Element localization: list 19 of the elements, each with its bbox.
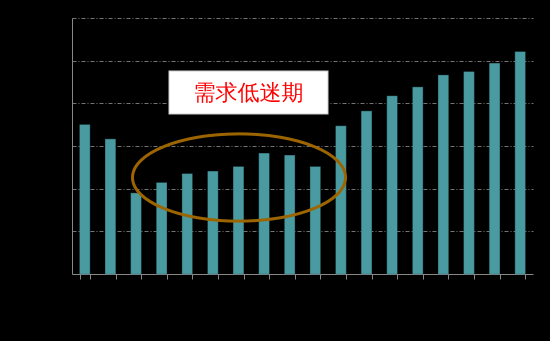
bar	[464, 72, 474, 274]
bar	[438, 74, 449, 274]
bar	[156, 182, 168, 274]
bar	[489, 63, 500, 274]
bar	[514, 52, 526, 274]
annotation: 需求低迷期	[194, 81, 304, 106]
bar	[207, 171, 218, 274]
bar	[105, 138, 116, 274]
bar	[336, 126, 346, 274]
bar	[361, 110, 372, 274]
bar	[182, 174, 193, 274]
bar	[79, 124, 90, 274]
bar	[386, 96, 398, 274]
bar	[258, 153, 270, 274]
bar	[310, 166, 321, 274]
bar	[412, 86, 424, 274]
bar	[284, 155, 296, 274]
bar	[130, 192, 142, 274]
bar	[233, 166, 244, 274]
